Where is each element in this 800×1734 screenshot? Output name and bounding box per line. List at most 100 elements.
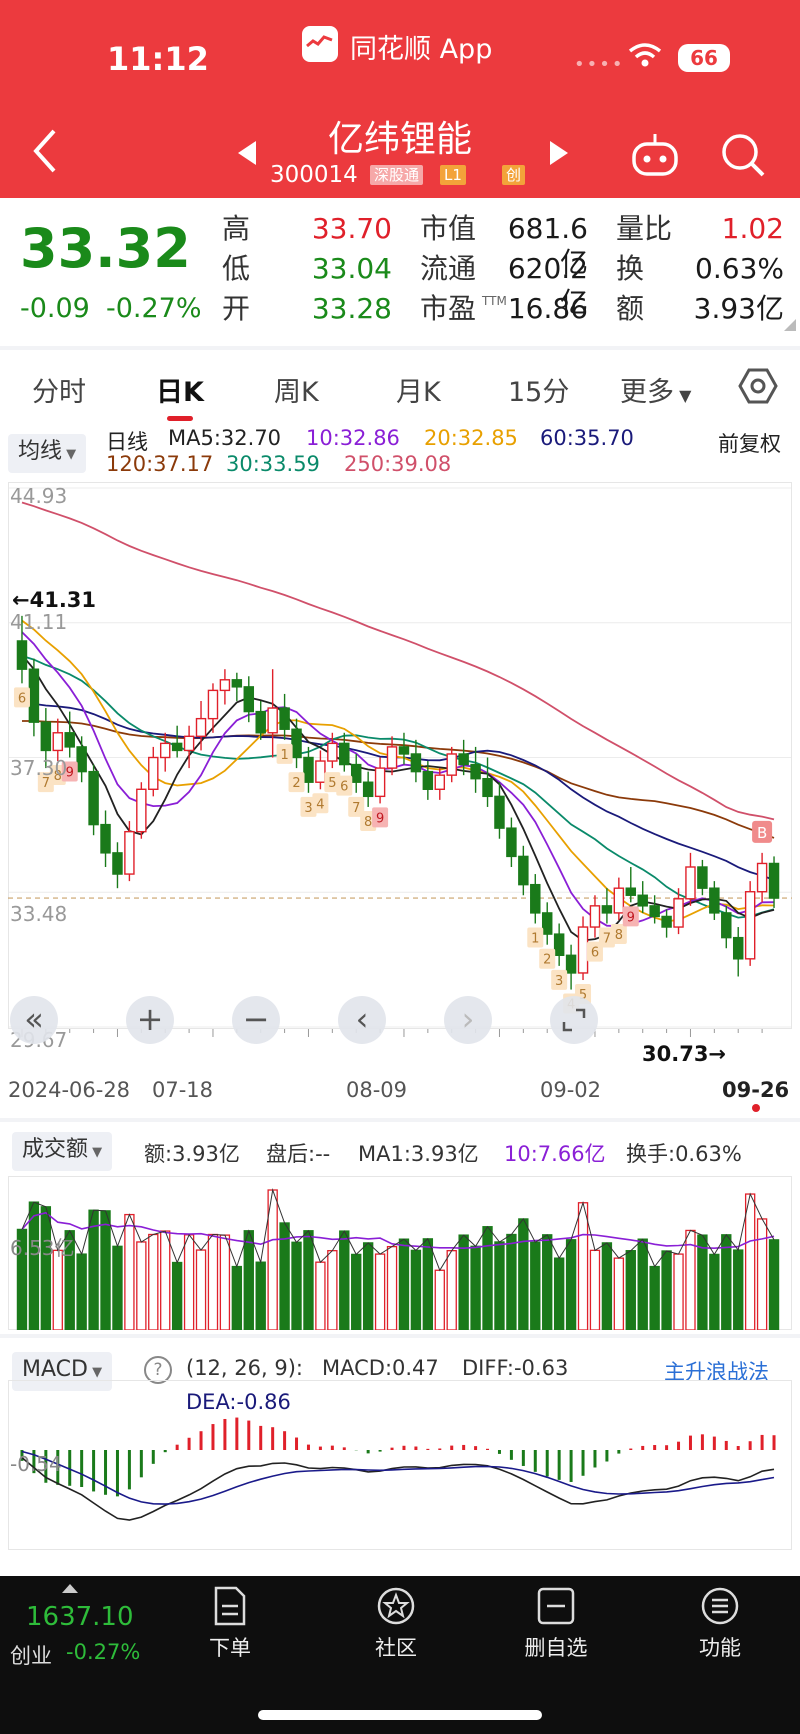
td-marker-label: 8 — [364, 815, 372, 830]
macd-value: MACD:0.47 — [322, 1356, 439, 1380]
ma60-line — [21, 702, 775, 881]
candle — [386, 746, 398, 769]
tab-monthly-k[interactable]: 月K — [396, 377, 441, 408]
td-marker-label: 2 — [292, 776, 300, 791]
adjust-mode[interactable]: 前复权 — [718, 432, 781, 456]
td-marker — [610, 923, 627, 944]
date-axis-3: 08-09 — [346, 1078, 408, 1102]
td-marker — [348, 796, 365, 817]
candle — [422, 770, 434, 790]
scroll-left-icon[interactable]: « — [10, 996, 58, 1044]
volume-bar — [40, 1206, 52, 1331]
back-icon[interactable] — [30, 128, 60, 178]
robot-icon[interactable] — [630, 132, 680, 182]
step-right-icon[interactable]: › — [444, 996, 492, 1044]
volume-bar — [374, 1253, 386, 1331]
volume-bar — [88, 1209, 99, 1331]
candle — [315, 760, 326, 783]
candle — [52, 732, 64, 752]
nav-order[interactable]: 下单 — [190, 1586, 270, 1662]
indicator-selector-ma[interactable]: 均线 ▼ — [8, 434, 87, 473]
tab-more[interactable]: 更多 ▼ — [620, 370, 691, 409]
volume-bar — [733, 1249, 744, 1331]
volume-ma1: MA1:3.93亿 — [358, 1142, 479, 1166]
quote-panel: 33.32 -0.09 -0.27% 高 33.70 低 33.04 开 33.… — [0, 198, 800, 346]
macd-selector[interactable]: MACD ▼ — [12, 1352, 113, 1391]
ma5-line — [21, 654, 775, 942]
tag-level: L1 — [440, 165, 466, 185]
help-icon[interactable]: ? — [144, 1356, 172, 1384]
candle — [136, 788, 147, 833]
volume-bar — [434, 1269, 445, 1331]
nav-remove-watchlist-label: 删自选 — [524, 1636, 588, 1660]
td-marker — [372, 807, 389, 828]
open-label: 开 — [222, 292, 251, 325]
volume-bar — [160, 1230, 171, 1331]
volume-bar — [171, 1261, 183, 1331]
order-icon — [212, 1586, 248, 1626]
volume-bar — [231, 1265, 243, 1331]
chevron-down-icon: ▼ — [87, 1365, 103, 1380]
volume-bar — [148, 1233, 159, 1331]
candle — [88, 770, 99, 826]
buy-signal-marker — [752, 820, 773, 843]
expand-corner-icon[interactable] — [784, 316, 796, 335]
nav-community[interactable]: 社区 — [356, 1586, 436, 1662]
fullscreen-icon[interactable] — [550, 996, 598, 1044]
search-icon[interactable] — [720, 132, 766, 182]
home-indicator — [258, 1710, 542, 1720]
nav-remove-watchlist[interactable]: 删自选 — [514, 1586, 598, 1662]
kline-chart[interactable]: 6789123456789123456789B — [8, 482, 792, 1062]
date-axis-4: 09-02 — [540, 1078, 602, 1102]
candle — [482, 777, 493, 798]
candle — [362, 781, 374, 798]
macd-chart[interactable] — [8, 1380, 792, 1550]
settings-hex-icon[interactable] — [738, 366, 778, 410]
step-left-icon[interactable]: ‹ — [338, 996, 386, 1044]
td-marker-label: 6 — [340, 780, 348, 795]
volume-bar — [195, 1249, 207, 1331]
nav-functions[interactable]: 功能 — [680, 1586, 760, 1662]
candle — [374, 767, 386, 798]
turnover-value: 0.63% — [695, 252, 784, 285]
buy-signal-label: B — [757, 824, 767, 842]
zoom-in-icon[interactable]: + — [126, 996, 174, 1044]
divider — [0, 1118, 800, 1122]
candle — [195, 717, 207, 738]
tag-connect: 深股通 — [370, 165, 424, 185]
tab-weekly-k[interactable]: 周K — [274, 377, 319, 408]
volume-bar — [303, 1230, 314, 1331]
candle — [219, 679, 231, 692]
min-price-label: 30.73→ — [642, 1042, 727, 1066]
volume-selector[interactable]: 成交额 ▼ — [12, 1132, 113, 1171]
tab-15min[interactable]: 15分 — [508, 377, 570, 408]
low-label: 低 — [222, 252, 251, 285]
tab-intraday[interactable]: 分时 — [32, 377, 86, 408]
low-value: 33.04 — [311, 252, 392, 285]
zoom-out-icon[interactable]: − — [232, 996, 280, 1044]
expand-up-icon[interactable] — [62, 1584, 78, 1593]
index-value[interactable]: 1637.10 — [26, 1602, 134, 1632]
next-stock-icon[interactable] — [548, 140, 570, 170]
macd-svg — [8, 1380, 792, 1550]
ma30-line — [21, 655, 775, 919]
ma20-line — [21, 619, 775, 923]
volume-bar — [482, 1226, 493, 1331]
mktcap-label: 市值 — [420, 212, 477, 245]
nav-functions-label: 功能 — [699, 1636, 741, 1660]
td-marker-label: 6 — [18, 691, 26, 706]
status-time: 11:12 — [107, 40, 209, 78]
volume-selector-label: 成交额 — [22, 1137, 89, 1162]
volume-svg — [8, 1176, 792, 1331]
volume-chart[interactable] — [8, 1176, 792, 1331]
td-marker-label: 1 — [280, 748, 288, 763]
candle — [709, 887, 720, 914]
diff-line — [21, 1456, 775, 1521]
prev-stock-icon[interactable] — [236, 140, 258, 170]
tab-daily-k[interactable]: 日K — [156, 377, 204, 408]
open-value: 33.28 — [311, 292, 392, 325]
candle — [446, 753, 457, 776]
td-marker-label: 7 — [352, 801, 360, 816]
td-marker-label: 7 — [603, 932, 611, 947]
max-price-label: ←41.31 — [12, 588, 97, 612]
